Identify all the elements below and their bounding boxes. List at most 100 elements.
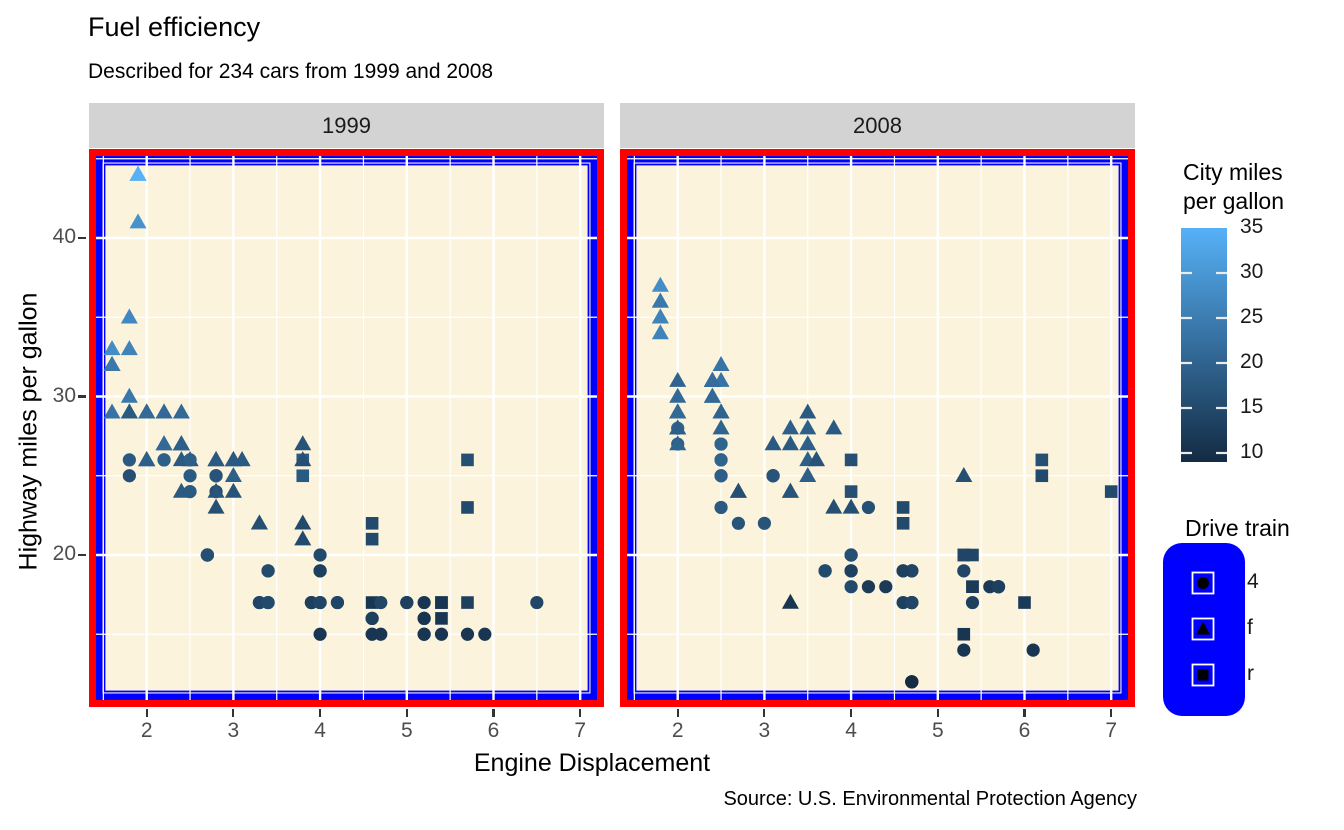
x-tick-label: 5 <box>931 719 944 742</box>
data-point-square <box>966 548 979 562</box>
color-legend-title-line2: per gallon <box>1183 188 1285 214</box>
data-point-square <box>896 501 910 514</box>
data-point-circle <box>861 580 876 594</box>
data-point-triangle <box>955 466 973 482</box>
data-point-triangle <box>172 403 190 419</box>
data-point-triangle <box>799 466 817 482</box>
colorbar-tick-label: 35 <box>1240 215 1264 238</box>
data-point-triangle <box>120 403 138 419</box>
data-point-triangle <box>224 482 242 498</box>
data-point-triangle <box>703 387 721 403</box>
legend-key-box <box>1191 663 1215 687</box>
data-point-triangle <box>129 213 147 229</box>
data-point-triangle <box>712 419 730 435</box>
x-tick-label: 5 <box>400 719 413 742</box>
data-point-triangle <box>842 498 860 514</box>
data-point-square <box>966 580 979 593</box>
data-point-triangle <box>712 356 730 371</box>
data-point-circle <box>374 595 388 610</box>
data-point-triangle <box>120 340 138 356</box>
data-point-circle <box>122 453 136 467</box>
data-point-circle <box>714 437 728 451</box>
data-point-circle <box>209 469 223 483</box>
data-point-circle <box>122 469 136 483</box>
data-point-triangle <box>103 340 121 356</box>
data-point-square <box>957 627 971 641</box>
data-point-triangle <box>669 387 687 403</box>
data-point-triangle <box>781 419 799 435</box>
data-point-circle <box>374 627 388 641</box>
data-point-circle <box>905 675 919 689</box>
data-point-circle <box>313 595 327 610</box>
x-tick-label: 3 <box>227 719 240 742</box>
data-point-circle <box>844 564 858 578</box>
plot-title: Fuel efficiency <box>88 12 261 42</box>
data-point-triangle <box>651 276 669 292</box>
colorbar-tick-label: 25 <box>1240 305 1264 328</box>
data-point-circle <box>844 580 858 594</box>
data-point-square <box>296 469 310 483</box>
facet-label-2008: 2008 <box>853 112 902 138</box>
x-tick-label: 6 <box>487 719 500 742</box>
data-point-triangle <box>103 403 121 419</box>
panel-border-red <box>89 149 604 707</box>
facet-label-1999: 1999 <box>322 112 371 138</box>
data-point-square <box>461 596 474 609</box>
data-point-triangle <box>155 403 173 419</box>
data-point-circle <box>965 595 980 610</box>
y-tick-label: 20 <box>52 542 76 565</box>
data-point-square <box>1035 453 1049 467</box>
data-point-triangle <box>669 371 687 387</box>
data-point-circle <box>313 548 327 562</box>
colorbar-tick-label: 15 <box>1240 395 1264 418</box>
colorbar-gradient <box>1181 228 1227 462</box>
data-point-triangle <box>712 403 730 419</box>
data-point-circle <box>957 643 971 657</box>
data-point-circle <box>183 485 197 499</box>
legend-key-box <box>1191 617 1215 641</box>
color-legend-title-line1: City miles <box>1183 159 1283 185</box>
plot-caption: Source: U.S. Environmental Protection Ag… <box>723 788 1137 810</box>
shape-legend-label-4: 4 <box>1247 570 1259 593</box>
data-point-triangle <box>294 451 312 467</box>
x-tick-label: 7 <box>574 719 587 742</box>
panel-background <box>620 149 1135 707</box>
data-point-triangle <box>703 371 721 387</box>
data-point-triangle <box>120 308 138 324</box>
data-point-square <box>896 517 910 530</box>
scatter-panel-2008 <box>620 149 1135 707</box>
data-point-triangle <box>103 356 121 371</box>
data-point-square <box>365 517 379 530</box>
data-point-triangle <box>129 165 147 181</box>
data-point-circle <box>157 453 171 467</box>
x-tick-mark <box>492 709 495 717</box>
legend-triangle-icon <box>1196 621 1210 635</box>
facet-strip-1999: 1999 <box>89 103 604 148</box>
data-point-triangle <box>224 466 242 482</box>
data-point-circle <box>400 595 414 610</box>
data-point-circle <box>200 548 214 562</box>
x-tick-label: 6 <box>1018 719 1031 742</box>
panel-background <box>89 149 604 707</box>
plot-subtitle: Described for 234 cars from 1999 and 200… <box>88 60 494 83</box>
data-point-triangle <box>120 387 138 403</box>
x-tick-label: 2 <box>140 719 153 742</box>
data-point-triangle <box>224 451 242 467</box>
y-tick-label: 40 <box>52 225 76 248</box>
data-point-square <box>1104 485 1118 498</box>
shape-legend-title: Drive train <box>1185 515 1290 541</box>
colorbar-bar <box>1181 228 1227 462</box>
x-tick-label: 3 <box>758 719 771 742</box>
data-point-square <box>365 532 379 546</box>
x-tick-label: 2 <box>671 719 684 742</box>
y-tick-mark <box>78 395 86 398</box>
x-tick-mark <box>145 709 148 717</box>
data-point-square <box>461 453 474 467</box>
data-point-circle <box>731 516 745 530</box>
data-point-triangle <box>250 514 268 530</box>
data-point-circle <box>365 611 379 625</box>
data-point-triangle <box>207 451 225 467</box>
x-axis-title: Engine Displacement <box>473 749 711 777</box>
data-point-triangle <box>729 482 747 498</box>
shape-legend-key-r <box>1191 663 1215 687</box>
